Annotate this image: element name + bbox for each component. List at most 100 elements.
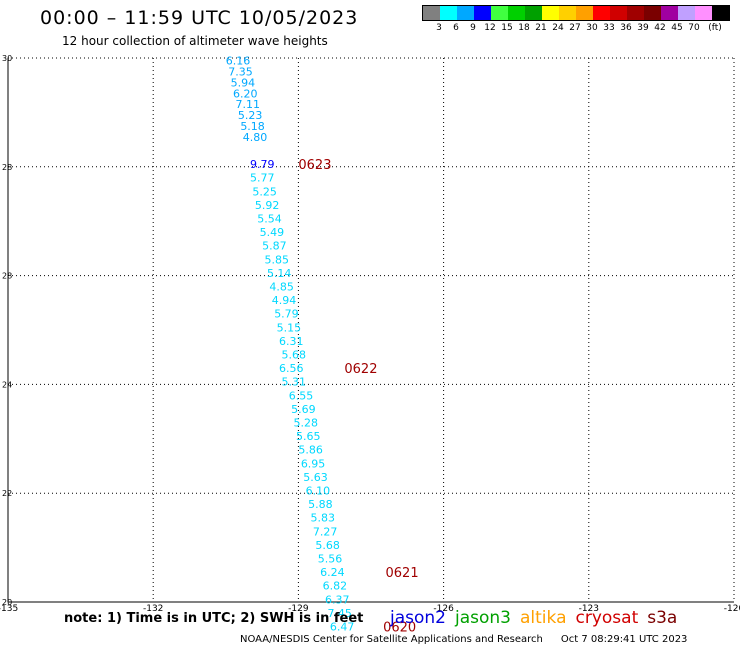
color-legend-swatch <box>644 6 661 20</box>
color-legend-label: 9 <box>470 23 476 33</box>
swh-data-label: 6.95 <box>301 457 326 470</box>
swh-data-label: 5.63 <box>303 471 328 484</box>
swh-data-label: 5.65 <box>296 430 321 443</box>
swh-data-label: 4.85 <box>269 280 294 293</box>
color-legend: 3 6 9 12 15 18 21 24 27 30 33 36 39 42 45 70 (ft) <box>422 5 730 35</box>
swh-data-label: 6.37 <box>325 593 350 606</box>
swh-data-label: 5.15 <box>277 321 302 334</box>
color-legend-label: 21 <box>535 23 547 33</box>
swh-data-label: 5.68 <box>315 539 340 552</box>
color-legend-label: (ft) <box>708 23 722 33</box>
footer-note: note: 1) Time is in UTC; 2) SWH is in fe… <box>64 611 364 626</box>
color-legend-label: 30 <box>586 23 598 33</box>
color-legend-label: 70 <box>688 23 700 33</box>
color-legend-swatch <box>695 6 712 20</box>
swh-data-label: 7.35 <box>228 66 253 79</box>
color-legend-label: 3 <box>436 23 442 33</box>
swh-data-label: 7.11 <box>235 98 259 111</box>
swh-data-label: 5.88 <box>308 498 333 511</box>
swh-data-label: 5.77 <box>250 172 275 185</box>
swh-data-label: 6.20 <box>233 87 258 100</box>
swh-data-label: 5.68 <box>281 348 306 361</box>
time-label: 0623 <box>298 158 331 173</box>
mission-legend-item: jason2 <box>390 608 446 628</box>
color-legend-swatch <box>678 6 695 20</box>
swh-data-label: 5.83 <box>311 512 336 525</box>
color-legend-swatch <box>661 6 678 20</box>
swh-data-label: 5.94 <box>231 76 256 89</box>
footer-credit: NOAA/NESDIS Center for Satellite Applica… <box>240 634 543 645</box>
color-legend-label: 27 <box>569 23 581 33</box>
color-legend-swatch <box>712 6 729 20</box>
x-tick-label: -132 <box>143 604 163 614</box>
mission-legend-item: cryosat <box>575 608 639 628</box>
swh-data-label: 5.86 <box>298 444 323 457</box>
color-legend-swatch <box>593 6 610 20</box>
y-tick-label: 30 <box>2 54 12 63</box>
swh-data-label: 6.24 <box>320 566 345 579</box>
x-tick-label: -135 <box>0 604 18 614</box>
swh-data-label: 5.14 <box>267 267 292 280</box>
color-legend-swatches <box>422 5 730 21</box>
swh-data-label: 6.56 <box>279 362 304 375</box>
color-legend-swatch <box>491 6 508 20</box>
page-title: 00:00 – 11:59 UTC 10/05/2023 <box>40 7 359 29</box>
time-label: 0620 <box>383 620 416 635</box>
color-legend-label: 45 <box>671 23 683 33</box>
swh-data-label: 6.16 <box>226 55 251 68</box>
swh-data-label: 7.27 <box>313 525 338 538</box>
color-legend-swatch <box>525 6 542 20</box>
color-legend-label: 12 <box>484 23 496 33</box>
y-tick-label: 22 <box>2 489 12 498</box>
x-tick-label: -129 <box>288 604 309 614</box>
color-legend-swatch <box>542 6 559 20</box>
swh-data-label: 5.56 <box>318 552 343 565</box>
swh-data-label: 6.31 <box>279 335 304 348</box>
color-legend-label: 18 <box>518 23 530 33</box>
color-legend-label: 24 <box>552 23 564 33</box>
color-legend-label: 6 <box>453 23 459 33</box>
color-legend-labels: 3 6 9 12 15 18 21 24 27 30 33 36 39 42 45 70 (ft) <box>422 21 730 35</box>
color-legend-swatch <box>627 6 644 20</box>
swh-data-label: 6.82 <box>323 580 348 593</box>
plot-grid <box>7 57 735 603</box>
swh-data-label: 6.47 <box>330 620 355 633</box>
y-tick-label: 24 <box>2 380 12 389</box>
swh-data-label: 5.85 <box>265 253 290 266</box>
swh-data-label: 5.79 <box>274 308 299 321</box>
color-legend-swatch <box>559 6 576 20</box>
swh-data-label: 5.25 <box>252 185 276 198</box>
color-legend-swatch <box>440 6 457 20</box>
plot-tick-labels: 20 22 24 28 28 30 -135 -132 -129 -126 -123 -120 <box>0 54 740 614</box>
y-tick-label: 28 <box>2 163 12 172</box>
y-tick-label: 20 <box>2 598 12 607</box>
color-legend-label: 36 <box>620 23 632 33</box>
color-legend-swatch <box>508 6 525 20</box>
swh-data-label: 5.31 <box>281 376 306 389</box>
mission-legend-item: s3a <box>647 608 678 628</box>
color-legend-swatch <box>576 6 593 20</box>
footer-timestamp: Oct 7 08:29:41 UTC 2023 <box>560 634 688 645</box>
swh-data-label: 5.49 <box>260 226 285 239</box>
footer-credit-line: NOAA/NESDIS Center for Satellite Applica… <box>240 634 687 645</box>
color-legend-label: 33 <box>603 23 615 33</box>
page-subtitle: 12 hour collection of altimeter wave hei… <box>62 34 328 48</box>
color-legend-swatch <box>610 6 627 20</box>
swh-data-label: 5.92 <box>255 199 280 212</box>
color-legend-label: 42 <box>654 23 666 33</box>
time-label: 0621 <box>386 566 419 581</box>
swh-data-label: 4.80 <box>243 131 267 144</box>
mission-legend-item: jason3 <box>455 608 511 628</box>
swh-data-label: 5.18 <box>240 120 265 133</box>
swh-data-label: 7.45 <box>327 607 352 620</box>
color-legend-swatch <box>474 6 491 20</box>
mission-legend-item: altika <box>520 608 567 628</box>
swh-data-label: 9.79 <box>250 158 275 171</box>
color-legend-label: 15 <box>501 23 513 33</box>
mission-legend: jason2 jason3 altika cryosat s3a <box>390 608 686 628</box>
color-legend-swatch <box>423 6 440 20</box>
swh-data-label: 5.87 <box>262 240 287 253</box>
swh-data-label: 5.28 <box>294 416 319 429</box>
plot-axes <box>7 58 734 603</box>
time-label: 0622 <box>344 362 377 377</box>
